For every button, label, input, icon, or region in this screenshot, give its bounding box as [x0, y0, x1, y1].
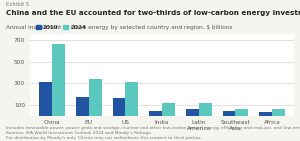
Text: Includes renewable power, power grids and storage, nuclear and other low-carbon : Includes renewable power, power grids an…: [6, 126, 300, 140]
Bar: [223, 111, 235, 116]
Bar: [162, 103, 175, 116]
Bar: [52, 44, 65, 116]
Bar: [259, 112, 272, 116]
Text: Annual investment in clean energy by selected country and region, $ billions: Annual investment in clean energy by sel…: [6, 25, 232, 30]
Bar: [186, 109, 199, 116]
Text: China and the EU accounted for two-thirds of low-carbon energy investment in 202: China and the EU accounted for two-third…: [6, 10, 300, 16]
Bar: [89, 79, 101, 116]
Legend: 2019, 2024: 2019, 2024: [33, 22, 88, 32]
Bar: [112, 98, 125, 116]
Bar: [199, 103, 212, 116]
Bar: [272, 109, 285, 116]
Bar: [149, 111, 162, 116]
Text: Exhibit 5: Exhibit 5: [6, 2, 29, 7]
Bar: [235, 109, 248, 116]
Bar: [125, 82, 138, 116]
Bar: [76, 97, 89, 116]
Bar: [39, 82, 52, 116]
